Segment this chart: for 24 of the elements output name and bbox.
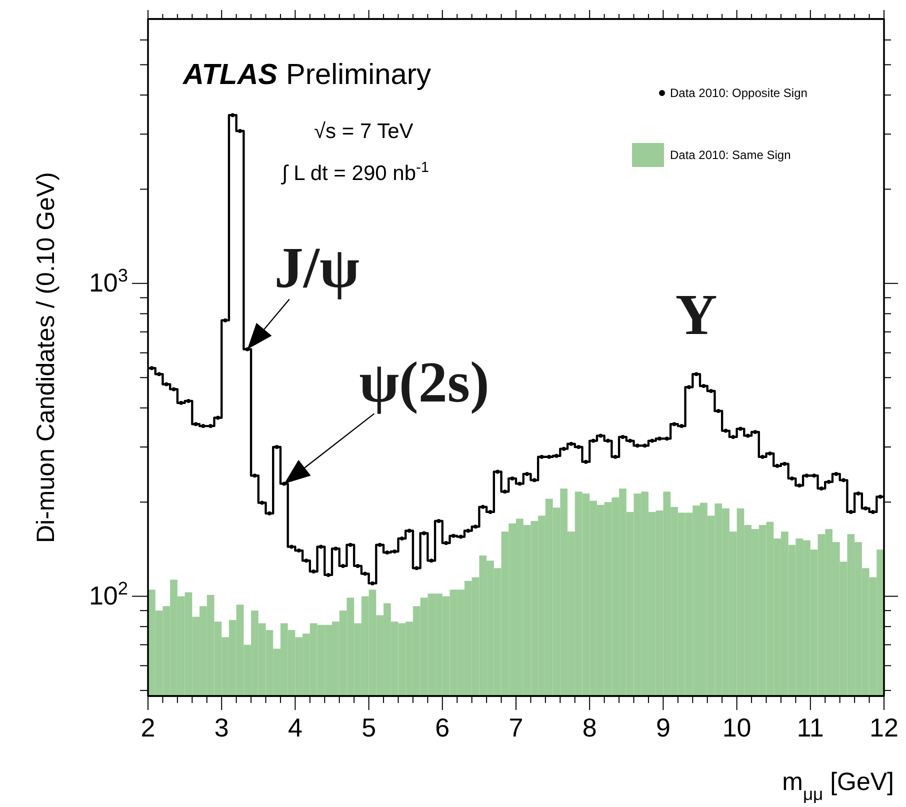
legend-label: Data 2010: Opposite Sign <box>670 86 808 100</box>
annotation: ∫ L dt = 290 nb$^{-1}$ <box>281 160 430 185</box>
x-tick-label: 2 <box>140 712 156 742</box>
x-tick-label: 7 <box>508 712 524 742</box>
annotation: Preliminary <box>286 59 432 91</box>
annotation: ψ(2s) <box>359 350 490 415</box>
x-tick-label: 11 <box>796 712 824 742</box>
x-axis-title: m$_{μμ}$ [GeV] <box>782 768 894 804</box>
legend-label: Data 2010: Same Sign <box>670 148 791 162</box>
annotation: √s = 7 TeV <box>314 120 414 143</box>
x-tick-label: 9 <box>656 712 670 742</box>
x-tick-label: 3 <box>214 712 229 742</box>
y-axis-title: Di-muon Candidates / (0.10 GeV) <box>32 172 60 544</box>
x-tick-label: 5 <box>362 712 376 742</box>
x-tick-label: 8 <box>582 712 597 742</box>
y-tick-label: 10$^{2}$ <box>88 578 128 611</box>
annotation: J/ψ <box>274 235 360 300</box>
annotation: ATLAS <box>182 59 278 91</box>
x-tick-label: 6 <box>435 712 450 742</box>
x-tick-label: 12 <box>870 712 898 742</box>
x-tick-label: 10 <box>722 712 752 742</box>
x-tick-label: 4 <box>288 712 302 742</box>
annotation: Υ <box>675 282 718 348</box>
y-tick-label: 10$^{3}$ <box>88 266 128 298</box>
